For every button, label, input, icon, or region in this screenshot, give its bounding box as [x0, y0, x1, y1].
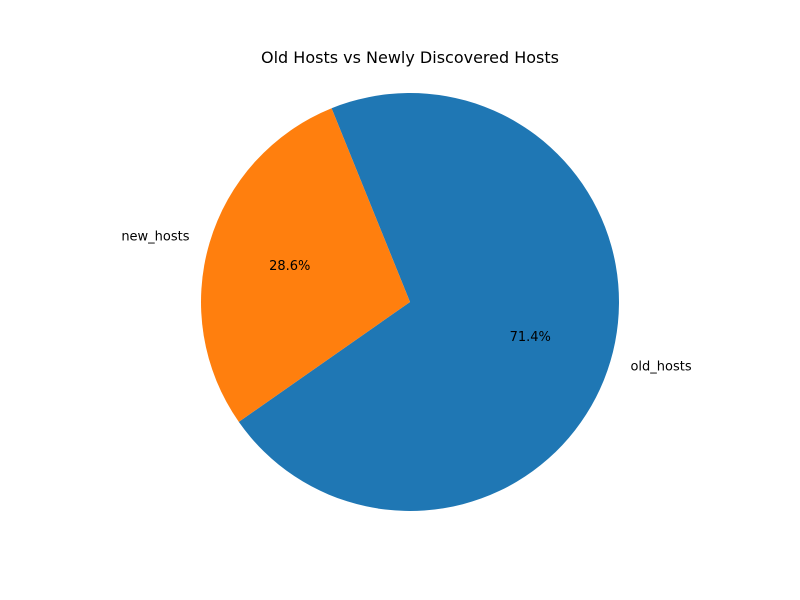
pie-labels: old_hosts 71.4% new_hosts 28.6%	[121, 229, 692, 374]
pie-slice-new-hosts	[200, 108, 410, 422]
slice-label-new-hosts: new_hosts	[121, 229, 189, 244]
pie-slices	[200, 93, 620, 511]
pct-label-old-hosts: 71.4%	[510, 330, 551, 345]
pie-slice-old-hosts	[238, 93, 620, 511]
pct-label-new-hosts: 28.6%	[269, 259, 310, 274]
chart-title: Old Hosts vs Newly Discovered Hosts	[261, 48, 559, 67]
slice-label-old-hosts: old_hosts	[630, 360, 691, 375]
